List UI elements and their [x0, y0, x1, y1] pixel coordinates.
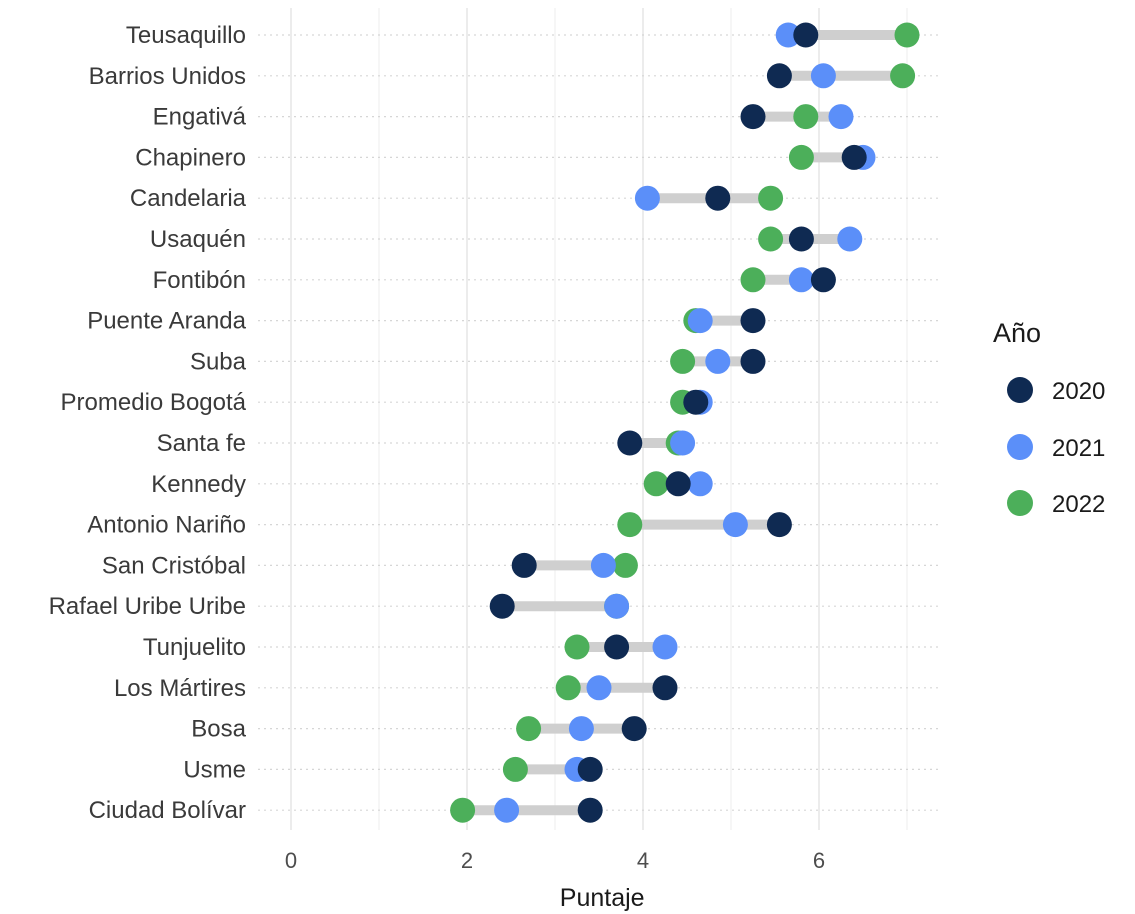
category-label: San Cristóbal: [102, 552, 246, 579]
category-label: Antonio Nariño: [87, 512, 246, 539]
point-2020: [740, 348, 766, 374]
point-2021: [494, 797, 520, 823]
point-2022: [793, 104, 819, 130]
point-2021: [828, 104, 854, 130]
legend-label-2022: 2022: [1052, 491, 1105, 518]
category-label: Chapinero: [135, 144, 246, 171]
data-points: [450, 22, 920, 823]
point-2020: [705, 185, 731, 211]
point-2022: [670, 348, 696, 374]
point-2020: [683, 389, 709, 415]
point-2020: [617, 430, 643, 456]
category-label: Candelaria: [130, 185, 247, 212]
legend: Año 2020 2021 2022: [993, 318, 1105, 518]
point-2020: [577, 756, 603, 782]
legend-swatch-2020: [1007, 377, 1033, 403]
point-2022: [890, 63, 916, 89]
point-2020: [665, 471, 691, 497]
category-label: Usaquén: [150, 226, 246, 253]
point-2021: [705, 348, 731, 374]
point-2020: [740, 308, 766, 334]
category-label: Engativá: [153, 104, 247, 131]
point-2020: [652, 675, 678, 701]
point-2022: [788, 144, 814, 170]
category-label: Santa fe: [157, 430, 246, 457]
grid: [258, 8, 940, 830]
x-axis-title: Puntaje: [560, 884, 645, 912]
point-2020: [740, 104, 766, 130]
point-2021: [586, 675, 612, 701]
point-2020: [766, 63, 792, 89]
point-2021: [687, 308, 713, 334]
point-2021: [634, 185, 660, 211]
point-2020: [511, 552, 537, 578]
category-label: Suba: [190, 348, 247, 375]
x-tick-labels: 0 2 4 6: [285, 848, 825, 873]
category-labels: Teusaquillo Barrios Unidos Engativá Chapine…: [49, 22, 247, 824]
point-2020: [489, 593, 515, 619]
point-2021: [652, 634, 678, 660]
category-label: Los Mártires: [114, 675, 246, 702]
point-2022: [450, 797, 476, 823]
point-2020: [604, 634, 630, 660]
x-tick-label: 4: [637, 848, 649, 873]
legend-label-2020: 2020: [1052, 378, 1105, 405]
point-2021: [837, 226, 863, 252]
point-2022: [758, 226, 784, 252]
point-2020: [810, 267, 836, 293]
point-2022: [617, 512, 643, 538]
point-2021: [590, 552, 616, 578]
point-2021: [568, 716, 594, 742]
legend-swatch-2022: [1007, 490, 1033, 516]
category-label: Promedio Bogotá: [61, 389, 247, 416]
category-label: Usme: [183, 756, 246, 783]
point-2022: [555, 675, 581, 701]
category-label: Puente Aranda: [87, 308, 246, 335]
x-tick-label: 6: [813, 848, 825, 873]
x-tick-label: 2: [461, 848, 473, 873]
point-2022: [643, 471, 669, 497]
point-2022: [502, 756, 528, 782]
category-label: Tunjuelito: [143, 634, 246, 661]
legend-title: Año: [993, 318, 1041, 348]
point-2020: [793, 22, 819, 48]
point-2021: [775, 22, 801, 48]
point-2022: [516, 716, 542, 742]
point-2022: [564, 634, 590, 660]
point-2020: [621, 716, 647, 742]
category-label: Teusaquillo: [126, 22, 246, 49]
category-label: Rafael Uribe Uribe: [49, 593, 246, 620]
legend-swatch-2021: [1007, 434, 1033, 460]
category-label: Kennedy: [151, 471, 246, 498]
legend-label-2021: 2021: [1052, 435, 1105, 462]
point-2021: [722, 512, 748, 538]
category-label: Fontibón: [153, 267, 246, 294]
point-2022: [758, 185, 784, 211]
point-2021: [788, 267, 814, 293]
point-2020: [766, 512, 792, 538]
point-2021: [687, 471, 713, 497]
point-2020: [788, 226, 814, 252]
point-2021: [810, 63, 836, 89]
category-label: Bosa: [191, 716, 246, 743]
point-2022: [740, 267, 766, 293]
x-tick-label: 0: [285, 848, 297, 873]
point-2021: [604, 593, 630, 619]
connectors: [462, 30, 907, 816]
point-2022: [894, 22, 920, 48]
category-label: Barrios Unidos: [89, 63, 246, 90]
point-2020: [841, 144, 867, 170]
point-2020: [577, 797, 603, 823]
point-2021: [670, 430, 696, 456]
point-2022: [612, 552, 638, 578]
category-label: Ciudad Bolívar: [89, 797, 246, 824]
